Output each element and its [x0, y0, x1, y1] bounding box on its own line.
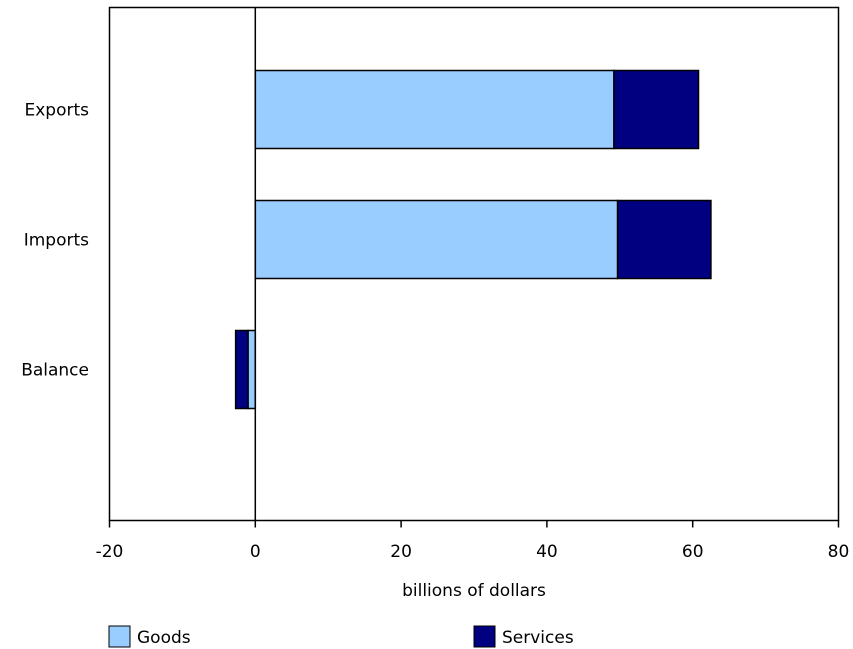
- bar-exports-goods: [254, 69, 615, 150]
- bar-imports-goods: [254, 199, 619, 280]
- bar-balance-goods: [247, 329, 257, 410]
- legend-label-services: Services: [502, 628, 574, 648]
- bar-exports-services: [613, 69, 700, 150]
- x-tick-label: 60: [682, 542, 704, 562]
- x-axis-title: billions of dollars: [402, 581, 546, 601]
- y-axis: Exports Imports Balance: [21, 101, 89, 381]
- bar-balance-services: [234, 329, 249, 410]
- legend-swatch-services: [473, 625, 496, 648]
- bar-imports-services: [616, 199, 712, 280]
- legend-swatch-goods: [108, 625, 131, 648]
- x-axis: -20 0 20 40 60 80: [96, 520, 850, 562]
- x-tick-label: 0: [250, 542, 261, 562]
- legend: Goods Services: [108, 625, 574, 648]
- x-tick-label: 80: [828, 542, 850, 562]
- legend-label-goods: Goods: [137, 628, 191, 648]
- bars-layer: [234, 69, 712, 410]
- y-tick-label-imports: Imports: [24, 231, 89, 251]
- y-tick-label-balance: Balance: [21, 361, 89, 381]
- x-tick-label: 20: [390, 542, 412, 562]
- x-tick-label: 40: [536, 542, 558, 562]
- plot-area-frame: [108, 6, 840, 522]
- y-tick-label-exports: Exports: [24, 101, 89, 121]
- x-tick-label: -20: [96, 542, 124, 562]
